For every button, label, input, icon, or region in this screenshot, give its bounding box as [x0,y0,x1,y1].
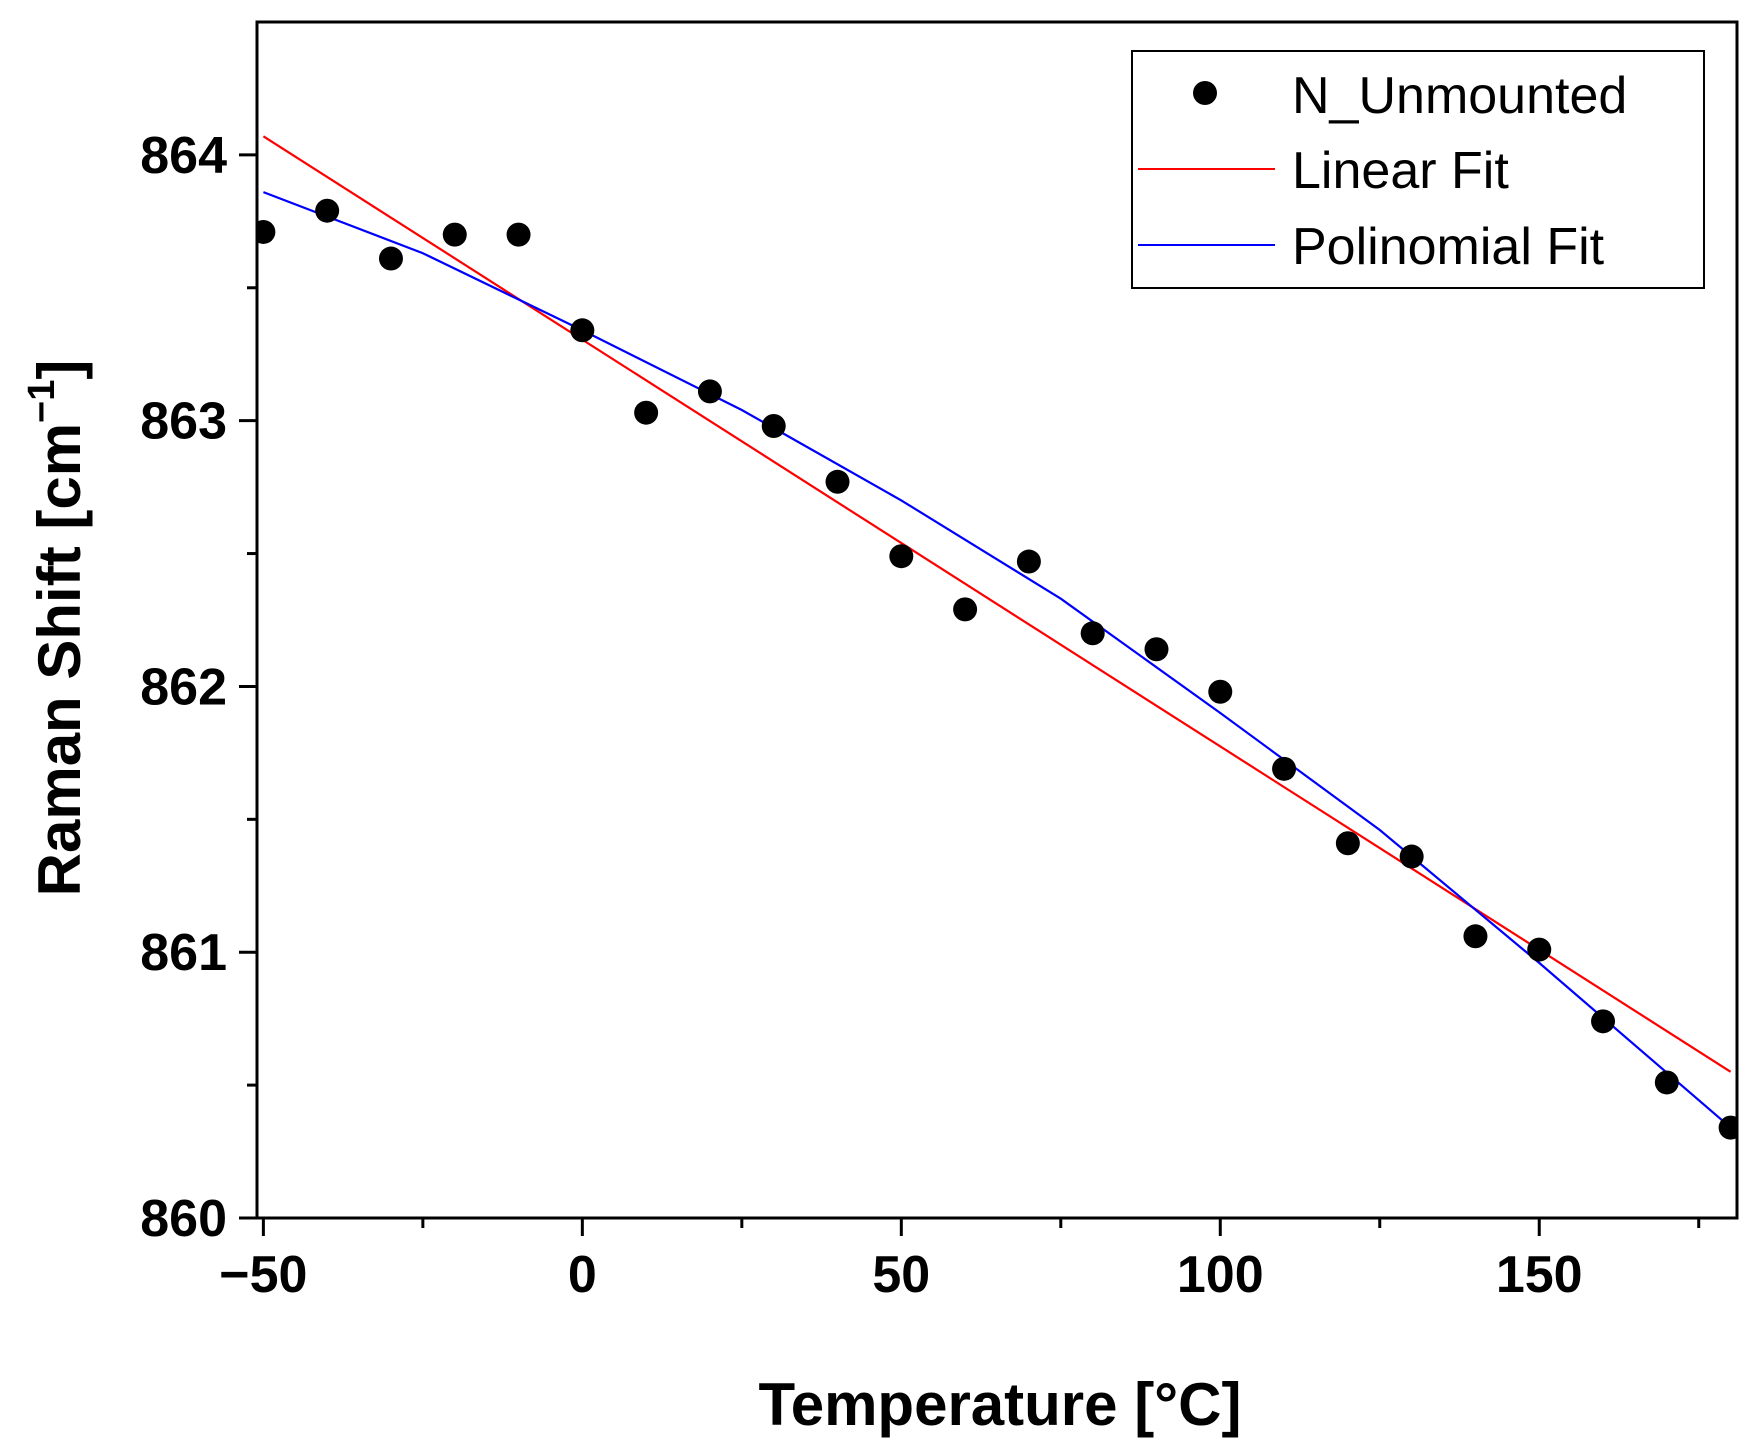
axes: −50 0 50 100 150 860 861 862 863 864 [140,20,1739,1304]
data-point-n-unmounted [761,413,786,438]
data-point-n-unmounted [442,222,467,247]
data-point-n-unmounted [1654,1070,1679,1095]
data-point-n-unmounted [1718,1115,1737,1140]
y-axis-title: Raman Shift [cm−1] [21,360,93,897]
data-point-n-unmounted [570,318,595,343]
x-tick-label: 100 [1177,1246,1264,1304]
data-point-n-unmounted [1527,937,1552,962]
y-axis-title-close: ] [26,360,93,380]
data-point-n-unmounted [634,400,659,425]
data-point-n-unmounted [1144,637,1169,662]
plot-frame [255,20,1739,1220]
data-point-n-unmounted [506,222,531,247]
y-tick-label: 864 [140,127,227,185]
data-point-n-unmounted [1080,621,1105,646]
x-tick-label: 150 [1496,1246,1583,1304]
plot-area [257,135,1737,1140]
legend: N_Unmounted Linear Fit Polinomial Fit [1131,50,1705,289]
x-tick-label: −50 [219,1246,307,1304]
data-point-n-unmounted [1208,679,1233,704]
series-line-polinomial-fit [263,191,1732,1129]
y-axis-title-superscript: −1 [21,380,63,423]
y-tick-label: 863 [140,393,227,451]
y-axis-title-main: Raman Shift [cm [26,423,93,896]
data-point-n-unmounted [1399,844,1424,869]
data-point-n-unmounted [378,246,403,271]
y-tick-label: 860 [140,1190,227,1248]
data-point-n-unmounted [697,379,722,404]
data-point-n-unmounted [889,544,914,569]
legend-label-n-unmounted: N_Unmounted [1292,67,1627,125]
data-point-n-unmounted [315,198,340,223]
data-point-n-unmounted [825,469,850,494]
data-point-n-unmounted [1335,831,1360,856]
x-tick-label: 0 [568,1246,597,1304]
legend-label-polinomial-fit: Polinomial Fit [1292,218,1605,276]
legend-label-linear-fit: Linear Fit [1292,142,1509,200]
data-point-n-unmounted [953,597,978,622]
data-point-n-unmounted [1272,756,1297,781]
data-point-n-unmounted [1463,924,1488,949]
x-axis-title: Temperature [°C] [759,1371,1242,1438]
data-point-n-unmounted [257,219,276,244]
legend-marker-n-unmounted [1193,81,1217,105]
data-point-n-unmounted [1591,1009,1616,1034]
series-line-linear-fit [262,135,1732,1073]
y-tick-label: 862 [140,658,227,716]
data-point-n-unmounted [1016,549,1041,574]
y-tick-label: 861 [140,924,227,982]
x-tick-label: 50 [872,1246,930,1304]
